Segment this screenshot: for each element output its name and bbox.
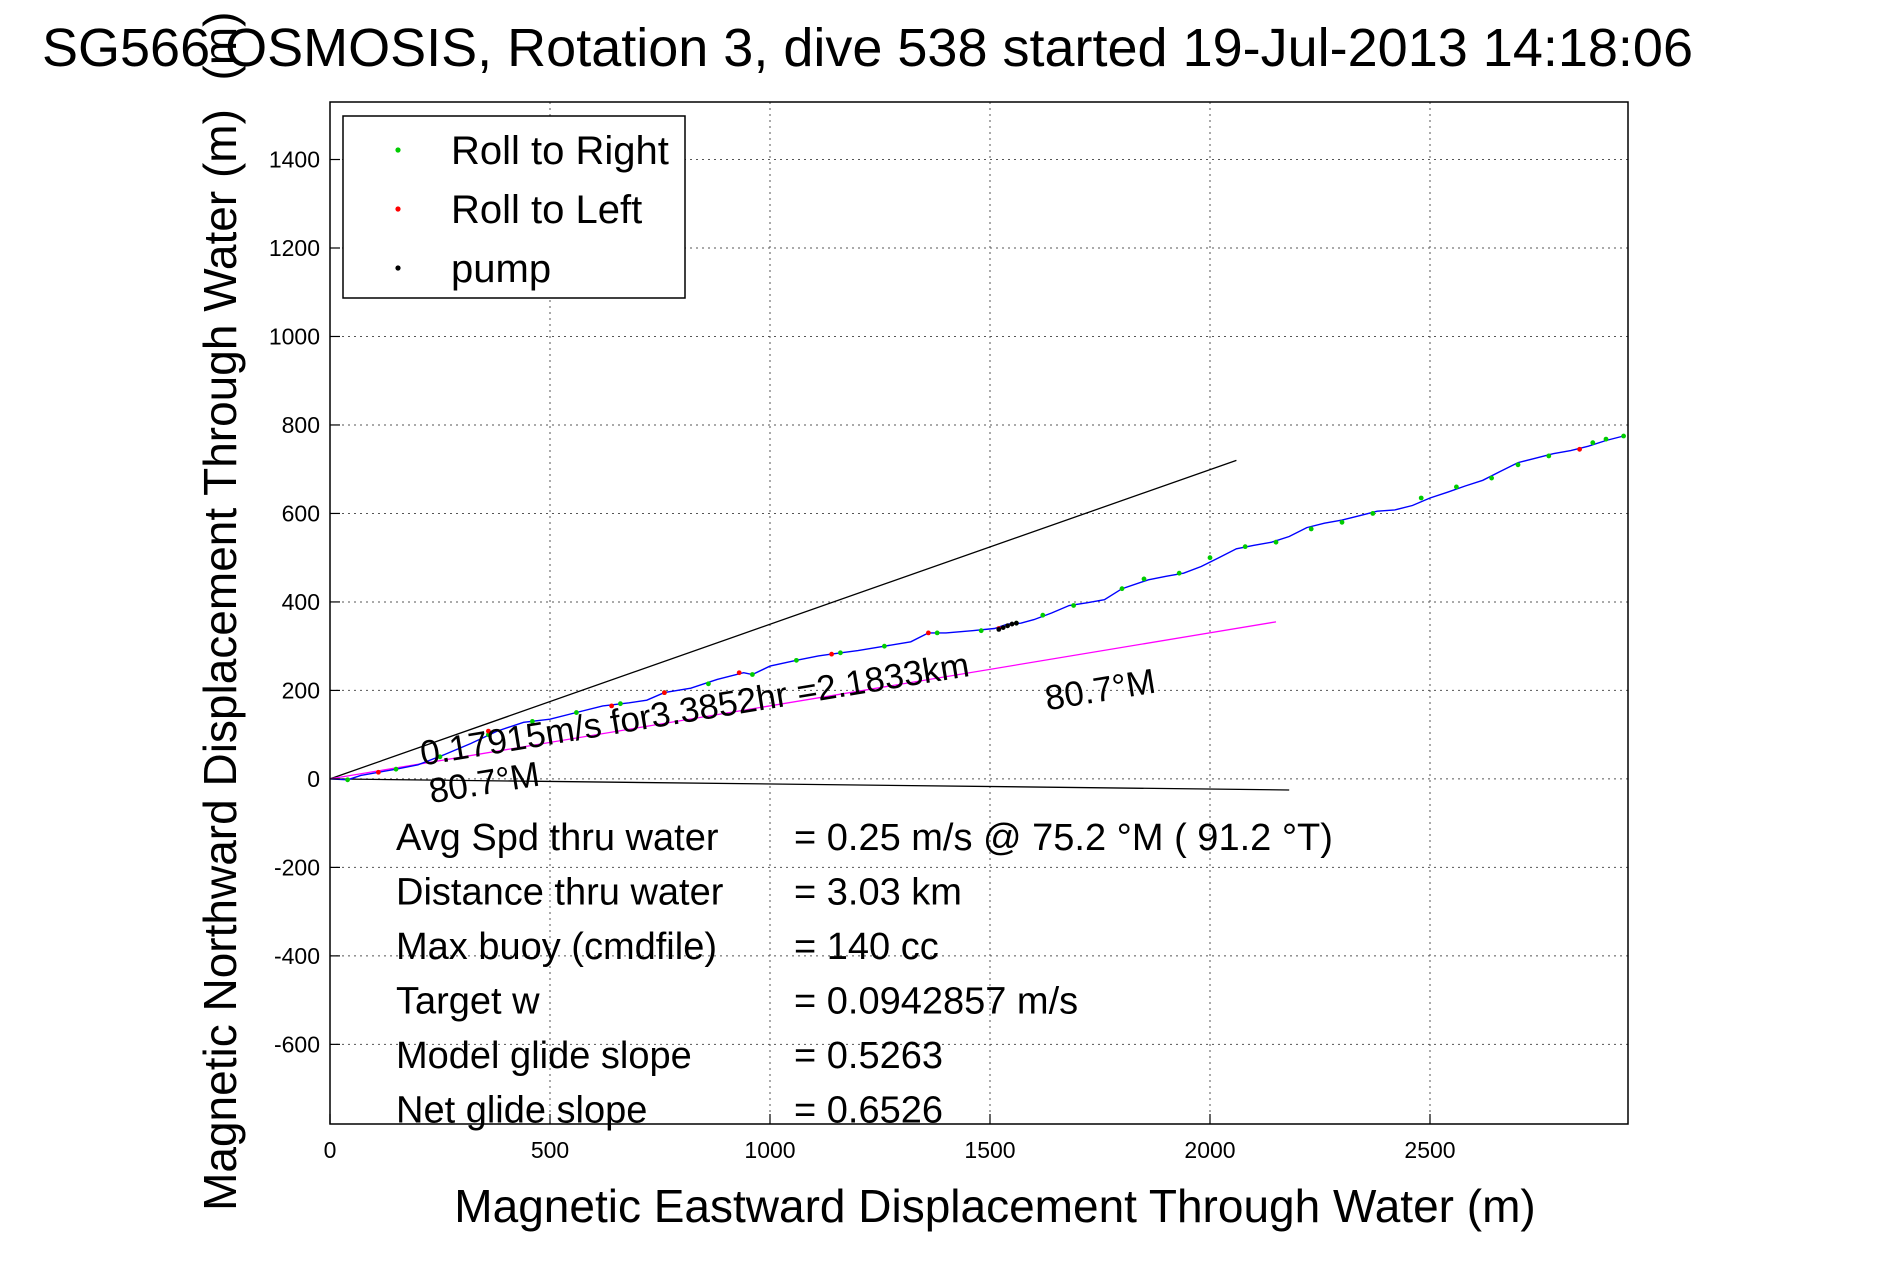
legend: Roll to Right Roll to Left pump bbox=[342, 115, 686, 299]
roll-right-point bbox=[1308, 526, 1314, 532]
stat-value: = 0.25 m/s @ 75.2 °M ( 91.2 °T) bbox=[794, 817, 1333, 859]
reference-line bbox=[329, 459, 1237, 780]
x-tick-label: 500 bbox=[531, 1137, 569, 1163]
stat-value: = 0.6526 bbox=[794, 1090, 943, 1132]
y-tick-label: 600 bbox=[282, 500, 320, 526]
legend-label: pump bbox=[451, 247, 551, 291]
roll-right-point bbox=[618, 701, 623, 707]
roll-right-point bbox=[530, 718, 535, 724]
roll-right-point bbox=[1040, 612, 1046, 618]
y-tick-label: 200 bbox=[282, 677, 320, 703]
roll-left-point bbox=[829, 651, 834, 657]
reference-line bbox=[329, 778, 1290, 791]
roll-right-point bbox=[1370, 511, 1376, 516]
roll-right-point bbox=[882, 643, 887, 649]
roll-right-point bbox=[794, 657, 799, 663]
pump-point bbox=[1005, 623, 1010, 629]
y-axis-label-overflow: (m) bbox=[194, 12, 246, 81]
y-tick-label: -400 bbox=[274, 943, 320, 969]
legend-label: Roll to Left bbox=[451, 188, 642, 232]
roll-right-point bbox=[1176, 570, 1182, 576]
roll-right-point bbox=[1454, 484, 1459, 490]
roll-left-point bbox=[1577, 446, 1582, 452]
roll-right-point bbox=[1621, 433, 1626, 439]
roll-right-point bbox=[437, 754, 443, 760]
stat-value: = 0.0942857 m/s bbox=[794, 981, 1078, 1023]
roll-right-point bbox=[1242, 544, 1248, 550]
roll-right-point bbox=[1515, 462, 1521, 468]
y-axis-label: Magnetic Northward Displacement Through … bbox=[194, 109, 246, 1211]
pump-point bbox=[1000, 625, 1006, 630]
grid bbox=[330, 102, 1628, 1124]
stat-label: Avg Spd thru water bbox=[396, 817, 719, 859]
x-axis-label: Magnetic Eastward Displacement Through W… bbox=[454, 1180, 1535, 1232]
y-tick-label: 1000 bbox=[269, 323, 320, 349]
stat-value: = 140 cc bbox=[794, 926, 939, 968]
roll-right-point bbox=[486, 732, 491, 738]
x-tick-label: 2000 bbox=[1184, 1137, 1235, 1163]
x-tick-label: 2500 bbox=[1404, 1137, 1455, 1163]
y-tick-label: 800 bbox=[282, 412, 320, 438]
y-axis-ticks: -600 -400 -200 0 200 400 600 800 1000 1200 1400 bbox=[269, 147, 340, 1057]
roll-left-point bbox=[609, 703, 614, 709]
plot-border bbox=[329, 101, 1629, 1125]
roll-right-point bbox=[574, 710, 579, 715]
roll-right-point bbox=[1141, 576, 1147, 582]
roll-right-point bbox=[1207, 555, 1213, 561]
roll-right-point bbox=[1339, 519, 1345, 525]
roll-right-point bbox=[1603, 436, 1609, 442]
stats-block: Avg Spd thru water = 0.25 m/s @ 75.2 °M (… bbox=[396, 817, 1333, 1132]
roll-right-point bbox=[1546, 453, 1552, 459]
marker-points bbox=[345, 433, 1626, 783]
roll-right-point bbox=[1119, 586, 1125, 592]
stat-label: Model glide slope bbox=[396, 1035, 692, 1077]
reference-lines bbox=[329, 459, 1290, 791]
roll-right-point bbox=[1273, 539, 1279, 545]
legend-marker bbox=[395, 147, 401, 153]
y-tick-label: 1400 bbox=[269, 147, 320, 173]
roll-right-point bbox=[1489, 475, 1494, 481]
chart-title: SG566 OSMOSIS, Rotation 3, dive 538 star… bbox=[42, 18, 1693, 78]
roll-right-point bbox=[1071, 603, 1076, 608]
roll-right-point bbox=[934, 630, 940, 636]
x-tick-label: 0 bbox=[324, 1137, 337, 1163]
pump-point bbox=[996, 626, 1002, 632]
roll-left-point bbox=[486, 728, 491, 734]
roll-left-point bbox=[662, 690, 667, 696]
y-tick-label: -200 bbox=[274, 854, 320, 880]
stat-value: = 3.03 km bbox=[794, 872, 962, 914]
stat-label: Max buoy (cmdfile) bbox=[396, 926, 717, 968]
legend-marker bbox=[395, 265, 401, 271]
roll-right-point bbox=[1418, 495, 1424, 501]
x-tick-label: 1500 bbox=[964, 1137, 1015, 1163]
x-tick-label: 1000 bbox=[744, 1137, 795, 1163]
y-tick-label: -600 bbox=[274, 1031, 320, 1057]
y-tick-label: 1200 bbox=[269, 235, 320, 261]
roll-right-point bbox=[345, 777, 350, 783]
roll-left-point bbox=[736, 670, 742, 676]
stat-label: Distance thru water bbox=[396, 872, 724, 914]
y-tick-label: 400 bbox=[282, 589, 320, 615]
roll-right-point bbox=[838, 650, 843, 656]
roll-left-point bbox=[926, 630, 931, 636]
x-axis-ticks: 0 500 1000 1500 2000 2500 bbox=[324, 1114, 1456, 1163]
stat-label: Net glide slope bbox=[396, 1090, 647, 1132]
reference-line bbox=[329, 621, 1277, 780]
roll-right-point bbox=[393, 766, 399, 772]
roll-right-point bbox=[1590, 440, 1596, 446]
legend-label: Roll to Right bbox=[451, 129, 669, 173]
pump-point bbox=[1009, 621, 1015, 627]
y-tick-label: 0 bbox=[307, 766, 320, 792]
roll-right-point bbox=[978, 628, 984, 634]
legend-marker bbox=[395, 206, 401, 212]
stat-label: Target w bbox=[396, 981, 540, 1023]
stat-value: = 0.5263 bbox=[794, 1035, 943, 1077]
roll-right-point bbox=[706, 681, 711, 687]
roll-right-point bbox=[750, 672, 755, 677]
pump-point bbox=[1014, 620, 1019, 626]
roll-left-point bbox=[376, 769, 381, 775]
